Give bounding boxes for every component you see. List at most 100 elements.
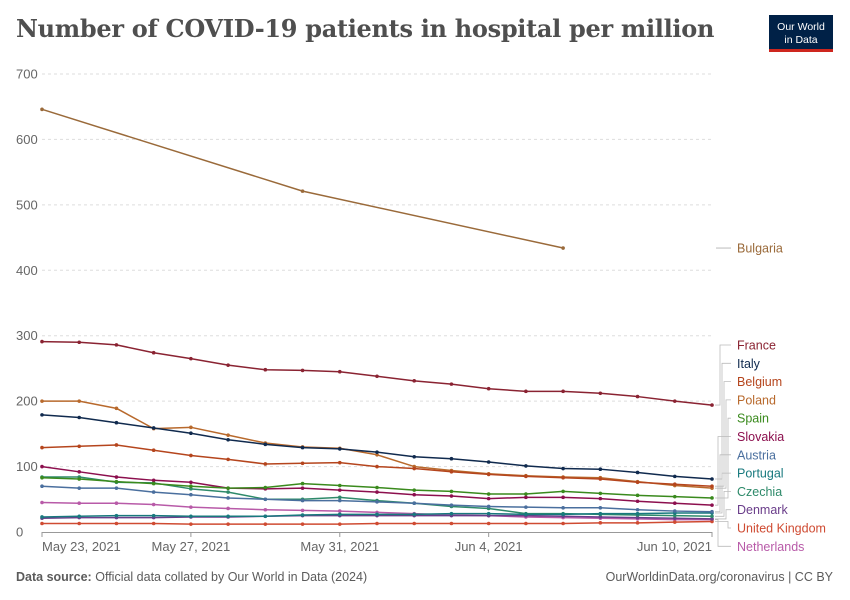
connector-italy: [715, 362, 731, 480]
legend-label-france: France: [737, 339, 776, 353]
data-point-poland-5: [226, 433, 230, 437]
data-point-france-2: [114, 343, 119, 347]
data-point-portugal-0: [40, 515, 44, 519]
data-point-spain-11: [449, 489, 454, 494]
chart-title: Number of COVID-19 patients in hospital …: [16, 14, 715, 43]
data-point-united-kingdom-11: [449, 521, 454, 526]
series-line-poland: [42, 400, 713, 489]
data-point-italy-0: [40, 413, 44, 417]
data-point-france-8: [337, 369, 342, 374]
y-tick-label-500: 500: [16, 197, 38, 212]
x-tick-label-4: Jun 10, 2021: [637, 539, 712, 554]
data-point-italy-7: [300, 445, 305, 450]
data-point-austria-5: [226, 496, 230, 500]
data-point-france-18: [710, 403, 714, 407]
data-point-austria-7: [300, 498, 305, 503]
data-point-austria-9: [375, 500, 379, 504]
data-point-denmark-15: [598, 515, 603, 519]
data-point-portugal-13: [524, 512, 528, 517]
data-point-austria-0: [40, 484, 44, 489]
data-point-portugal-8: [337, 512, 342, 517]
legend-label-czechia: Czechia: [737, 485, 782, 499]
data-point-netherlands-2: [114, 501, 119, 506]
data-point-belgium-8: [337, 460, 342, 465]
data-point-spain-12: [486, 492, 491, 496]
data-point-portugal-10: [412, 512, 417, 517]
data-point-spain-0: [40, 475, 44, 480]
footer-link[interactable]: OurWorldinData.org/coronavirus | CC BY: [605, 570, 833, 584]
data-point-netherlands-1: [77, 501, 82, 506]
x-tick-label-1: May 27, 2021: [151, 539, 230, 554]
data-point-portugal-9: [375, 512, 379, 517]
data-point-france-17: [672, 399, 677, 403]
data-point-belgium-0: [40, 445, 44, 450]
gridlines: [42, 73, 712, 468]
owid-logo[interactable]: Our World in Data: [769, 15, 833, 52]
data-point-france-6: [263, 367, 268, 372]
data-point-austria-12: [486, 504, 491, 509]
data-point-italy-11: [449, 456, 454, 461]
data-point-france-12: [486, 386, 491, 391]
data-point-slovakia-7: [300, 486, 305, 490]
series-line-italy: [41, 414, 713, 480]
legend-label-belgium: Belgium: [737, 375, 782, 389]
connector-austria: [715, 454, 731, 513]
data-point-spain-5: [226, 486, 230, 490]
data-point-italy-17: [672, 474, 677, 479]
data-point-austria-10: [412, 501, 417, 506]
data-point-italy-3: [151, 426, 156, 430]
data-point-czechia-8: [337, 495, 342, 500]
x-tick-label-2: May 31, 2021: [300, 539, 379, 554]
data-point-spain-14: [561, 489, 565, 494]
data-point-slovakia-0: [40, 464, 44, 469]
data-point-netherlands-7: [300, 508, 305, 513]
x-tick-label-3: Jun 4, 2021: [455, 539, 523, 554]
legend-label-spain: Spain: [737, 412, 769, 426]
data-point-spain-15: [598, 491, 603, 496]
data-point-united-kingdom-10: [412, 521, 417, 526]
legend: Bulgaria France Italy Belgium Poland Spain Slo…: [715, 242, 826, 554]
data-point-spain-7: [300, 481, 305, 486]
data-point-united-kingdom-13: [524, 521, 528, 526]
data-point-portugal-6: [263, 514, 268, 519]
data-point-austria-8: [337, 498, 342, 503]
y-tick-label-100: 100: [16, 459, 38, 474]
data-point-portugal-14: [561, 512, 565, 517]
data-point-portugal-2: [114, 513, 119, 518]
data-point-slovakia-13: [524, 495, 528, 500]
data-point-slovakia-2: [114, 475, 119, 479]
data-point-italy-5: [226, 437, 230, 442]
data-point-netherlands-4: [189, 505, 193, 509]
data-point-belgium-12: [486, 472, 491, 477]
data-point-united-kingdom-0: [40, 521, 44, 526]
data-point-czechia-18: [710, 514, 714, 519]
data-point-france-13: [524, 389, 528, 394]
data-point-spain-16: [635, 493, 640, 498]
data-point-belgium-2: [114, 443, 119, 447]
data-point-belgium-3: [151, 448, 156, 453]
data-point-austria-11: [449, 503, 454, 507]
data-point-italy-9: [375, 450, 379, 454]
connector-czechia: [715, 491, 731, 517]
data-point-united-kingdom-18: [710, 519, 714, 524]
data-point-belgium-14: [561, 475, 565, 480]
data-point-portugal-4: [189, 514, 193, 519]
data-point-netherlands-8: [337, 509, 342, 513]
data-point-belgium-6: [263, 462, 268, 466]
data-point-belgium-18: [710, 484, 714, 489]
data-point-france-4: [189, 356, 193, 361]
data-point-austria-17: [672, 509, 677, 513]
data-point-denmark-18: [710, 517, 714, 521]
data-point-italy-10: [412, 454, 417, 459]
data-point-slovakia-4: [189, 480, 193, 485]
data-point-spain-8: [337, 483, 342, 488]
logo-line-2: in Data: [784, 33, 818, 46]
data-point-italy-12: [486, 460, 491, 464]
data-point-bulgaria-1: [300, 189, 305, 193]
data-point-italy-2: [114, 420, 119, 425]
data-point-netherlands-6: [263, 507, 268, 512]
data-point-spain-2: [114, 479, 119, 484]
data-point-italy-8: [337, 447, 342, 451]
data-point-italy-1: [77, 415, 82, 420]
